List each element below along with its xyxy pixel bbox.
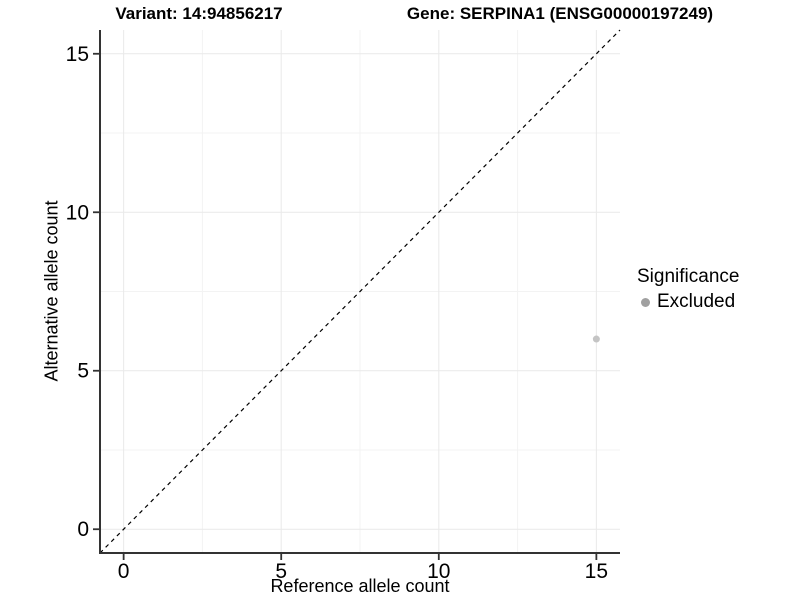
data-point xyxy=(592,335,600,343)
x-axis-title: Reference allele count xyxy=(270,576,450,596)
legend-item-excluded: Excluded xyxy=(637,291,739,313)
x-tick-label: 0 xyxy=(118,560,130,583)
x-tick-label: 5 xyxy=(275,560,287,583)
y-axis-title: Alternative allele count xyxy=(41,200,62,382)
y-tick-label: 10 xyxy=(66,201,89,224)
legend-item-label: Excluded xyxy=(657,291,736,312)
y-tick-label: 15 xyxy=(66,43,89,66)
y-tick-label: 0 xyxy=(77,518,89,541)
identity-line xyxy=(99,29,621,554)
plot-title-variant: Variant: 14:94856217 xyxy=(115,4,283,23)
plot-title-gene: Gene: SERPINA1 (ENSG00000197249) xyxy=(406,4,714,23)
legend: Significance Excluded xyxy=(637,266,739,313)
x-tick-label: 15 xyxy=(585,560,608,583)
y-tick-label: 5 xyxy=(77,360,89,383)
x-tick-label: 10 xyxy=(427,560,450,583)
legend-point-icon xyxy=(641,297,650,307)
legend-title: Significance xyxy=(637,266,740,287)
